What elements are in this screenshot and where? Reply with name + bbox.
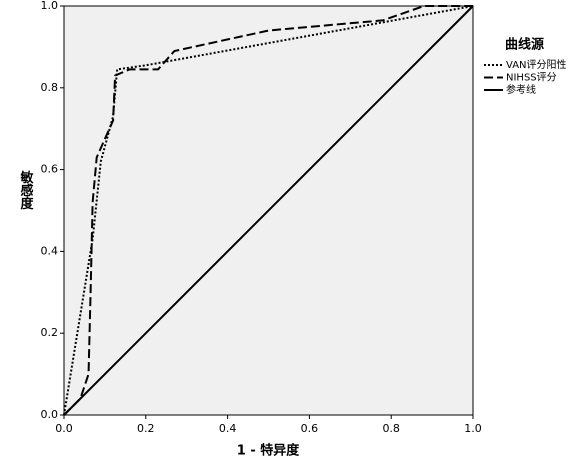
y-tick-label: 0.8 — [41, 81, 59, 94]
x-tick-label: 0.8 — [382, 422, 400, 435]
x-tick-label: 0.6 — [301, 422, 319, 435]
x-axis-label: 1 - 特异度 — [237, 443, 300, 459]
y-tick-label: 0.0 — [41, 408, 59, 421]
roc-line — [63, 5, 474, 416]
legend-label: VAN评分阳性 — [506, 58, 567, 71]
y-tick-label: 1.0 — [41, 0, 59, 12]
y-tick-label: 0.6 — [41, 163, 59, 176]
x-tick-label: 0.2 — [137, 422, 155, 435]
y-tick-label: 0.4 — [41, 244, 59, 257]
roc-line — [63, 5, 473, 416]
y-axis-label: 敏感度 — [18, 170, 35, 211]
x-tick-label: 0.0 — [55, 422, 73, 435]
legend-title: 曲线源 — [505, 37, 544, 53]
x-tick-label: 0.4 — [219, 422, 237, 435]
y-tick-label: 0.2 — [41, 326, 59, 339]
legend-label: NIHSS评分 — [506, 72, 557, 84]
x-tick-label: 1.0 — [464, 422, 482, 435]
legend-label: 参考线 — [506, 83, 536, 96]
